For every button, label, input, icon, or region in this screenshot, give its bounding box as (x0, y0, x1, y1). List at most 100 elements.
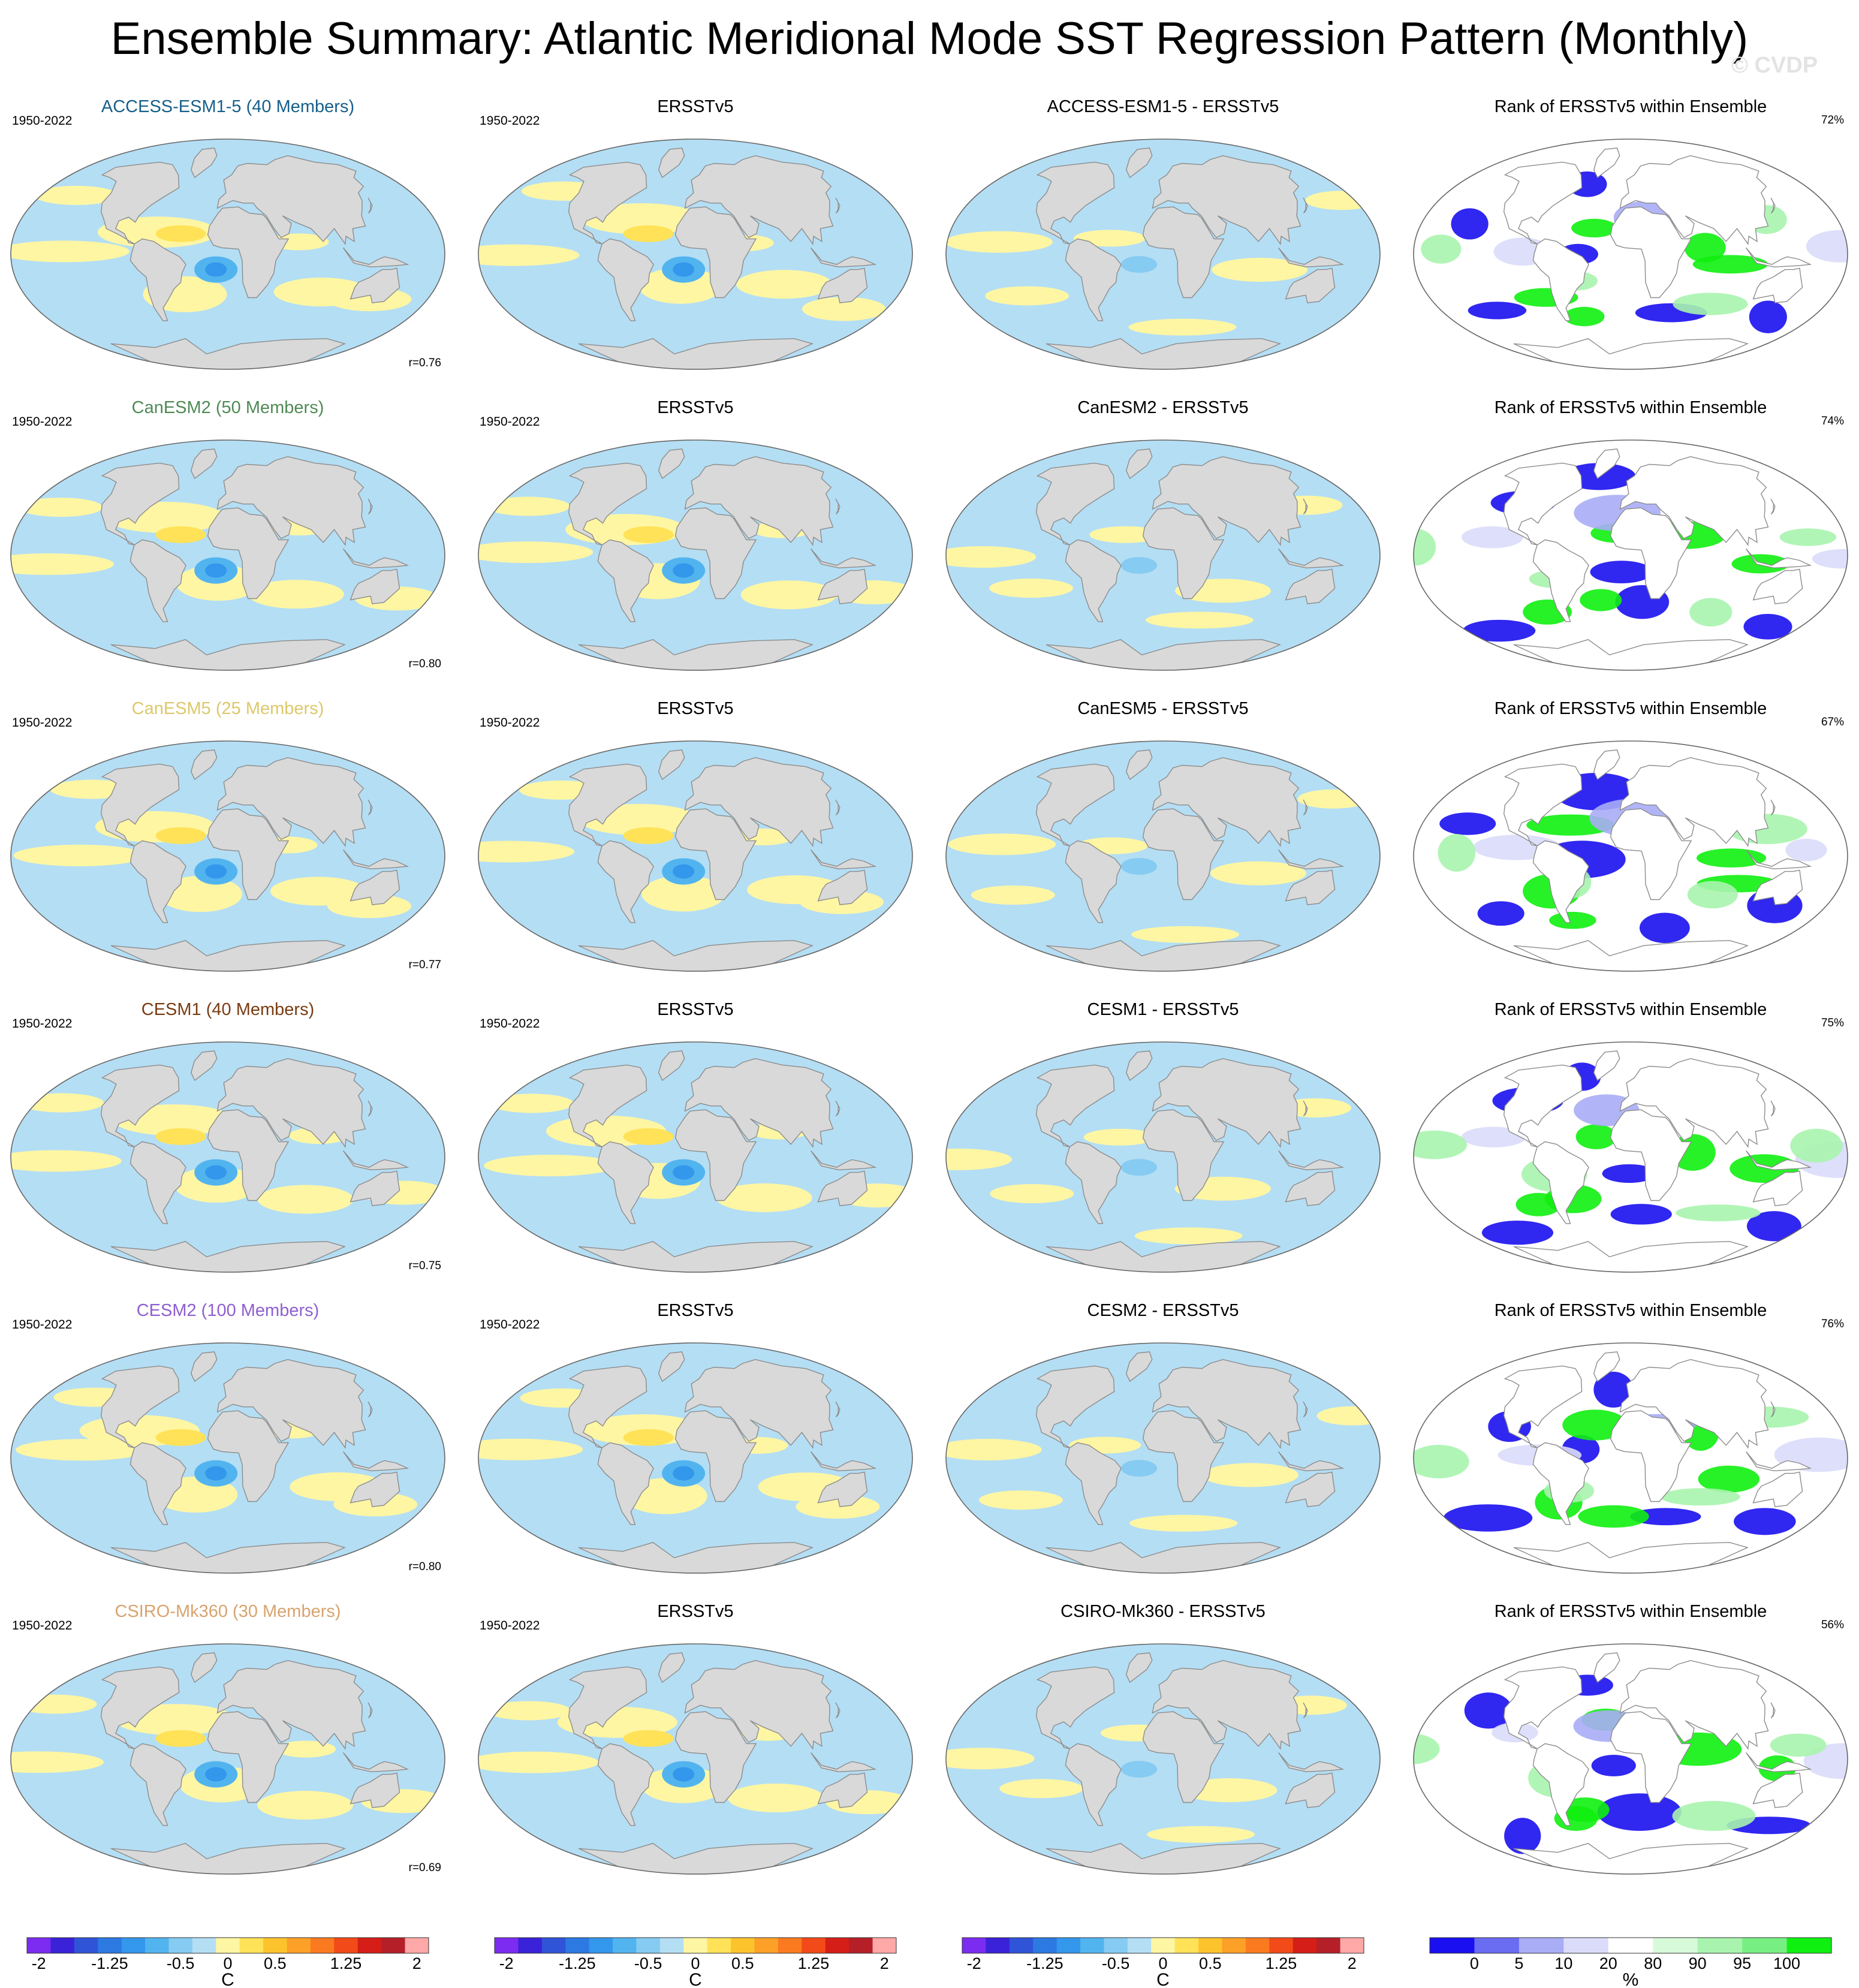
colorbar-tick-label: 1.25 (330, 1954, 362, 1972)
colorbar-tick-label: -2 (32, 1954, 46, 1972)
colorbar-swatch (802, 1938, 826, 1953)
colorbar-swatch (565, 1938, 590, 1953)
colorbar-swatch (1653, 1938, 1698, 1953)
pattern-correlation-label: r=0.75 (408, 1260, 441, 1272)
period-label: 1950-2022 (12, 716, 73, 730)
colorbar-tick-label: -2 (499, 1954, 514, 1972)
colorbar-swatch (825, 1938, 849, 1953)
obs-map (478, 1643, 913, 1875)
rank-map (1413, 1643, 1848, 1875)
colorbar-swatch (381, 1938, 406, 1953)
model-map-panel: CanESM5 (25 Members) 1950-2022 r=0.77 (6, 698, 450, 998)
colorbar-swatch (1033, 1938, 1057, 1953)
panel-title: ERSSTv5 (657, 699, 734, 718)
diff-map-panel: CESM1 - ERSSTv5 (941, 999, 1385, 1299)
panel-title: ACCESS-ESM1-5 (40 Members) (101, 97, 355, 116)
panel-title: ERSSTv5 (657, 1000, 734, 1019)
diff-map (945, 138, 1381, 370)
rank-map-panel: Rank of ERSSTv5 within Ensemble 56% (1409, 1601, 1852, 1900)
colorbar-swatch (1104, 1938, 1128, 1953)
colorbar-swatch (518, 1938, 543, 1953)
colorbar-tick-label: 2 (1348, 1954, 1357, 1972)
model-map-panel: CESM2 (100 Members) 1950-2022 r=0.80 (6, 1300, 450, 1600)
panel-title: CSIRO-Mk360 (30 Members) (115, 1602, 341, 1621)
period-label: 1950-2022 (12, 114, 73, 128)
colorbar-swatch (1269, 1938, 1294, 1953)
colorbar-tick-label: 90 (1689, 1954, 1707, 1972)
diff-map (945, 439, 1381, 671)
period-label: 1950-2022 (480, 1619, 540, 1632)
colorbar-tick-label: 2 (880, 1954, 889, 1972)
obs-map (478, 439, 913, 671)
panel-title: ERSSTv5 (657, 398, 734, 417)
colorbar-swatch (1608, 1938, 1653, 1953)
colorbar-swatch (1009, 1938, 1034, 1953)
obs-map-panel: ERSSTv5 1950-2022 (474, 698, 917, 998)
pattern-correlation-label: r=0.77 (408, 959, 441, 971)
model-map (10, 1643, 445, 1875)
model-map-panel: CSIRO-Mk360 (30 Members) 1950-2022 r=0.69 (6, 1601, 450, 1900)
colorbar-tick-label: 2 (412, 1954, 421, 1972)
colorbar-tick-label: 0 (1158, 1954, 1167, 1972)
diff-map-panel: CSIRO-Mk360 - ERSSTv5 (941, 1601, 1385, 1900)
colorbar-unit-label: % (1623, 1970, 1639, 1988)
period-label: 1950-2022 (12, 1619, 73, 1632)
colorbar-swatch (731, 1938, 755, 1953)
obs-map-panel: ERSSTv5 1950-2022 (474, 1300, 917, 1600)
diff-map-panel: ACCESS-ESM1-5 - ERSSTv5 (941, 96, 1385, 396)
model-map-panel: ACCESS-ESM1-5 (40 Members) 1950-2022 r=0.7… (6, 96, 450, 396)
colorbar-swatch (287, 1938, 311, 1953)
obs-map-panel: ERSSTv5 1950-2022 (474, 1601, 917, 1900)
colorbar-swatch (872, 1938, 897, 1953)
colorbar-tick-label: 95 (1733, 1954, 1751, 1972)
colorbar-tick-label: 0 (1470, 1954, 1479, 1972)
colorbar-swatch (589, 1938, 613, 1953)
period-label: 1950-2022 (480, 114, 540, 128)
panel-title: Rank of ERSSTv5 within Ensemble (1494, 699, 1767, 718)
colorbar-swatch (1222, 1938, 1246, 1953)
colorbar-tick-label: -2 (967, 1954, 981, 1972)
panel-title: CSIRO-Mk360 - ERSSTv5 (1060, 1602, 1266, 1621)
colorbar-swatch (310, 1938, 335, 1953)
colorbar-swatch (1786, 1938, 1832, 1953)
sst-colorbar: -2 -1.25 -0.5 0 0.5 1.25 2 C (474, 1936, 917, 1988)
obs-map-panel: ERSSTv5 1950-2022 (474, 96, 917, 396)
colorbar-tick-label: -1.25 (1026, 1954, 1063, 1972)
colorbar-tick-label: 1.25 (798, 1954, 830, 1972)
colorbar-swatch (74, 1938, 98, 1953)
colorbar-swatch (1080, 1938, 1104, 1953)
colorbar-tick-label: 1.25 (1266, 1954, 1297, 1972)
panel-title: ERSSTv5 (657, 1301, 734, 1320)
colorbar-unit-label: C (689, 1970, 702, 1988)
colorbar-swatch (1056, 1938, 1081, 1953)
rank-map (1413, 138, 1848, 370)
model-map (10, 439, 445, 671)
colorbar-swatch (754, 1938, 779, 1953)
colorbar-swatch (50, 1938, 75, 1953)
rank-percent-label: 67% (1821, 716, 1844, 728)
panel-title: CESM2 - ERSSTv5 (1087, 1301, 1239, 1320)
colorbar-swatch (986, 1938, 1010, 1953)
rank-map-panel: Rank of ERSSTv5 within Ensemble 67% (1409, 698, 1852, 998)
panel-title: CESM1 (40 Members) (141, 1000, 315, 1019)
colorbar-swatch (636, 1938, 661, 1953)
model-map (10, 740, 445, 972)
rank-percent-label: 75% (1821, 1017, 1844, 1029)
model-map (10, 138, 445, 370)
panel-title: CESM2 (100 Members) (136, 1301, 320, 1320)
colorbar-swatch (357, 1938, 382, 1953)
rank-map-panel: Rank of ERSSTv5 within Ensemble 76% (1409, 1300, 1852, 1600)
colorbar-swatch (1151, 1938, 1176, 1953)
diff-map (945, 740, 1381, 972)
colorbar-swatch (659, 1938, 684, 1953)
panel-title: CanESM5 (25 Members) (131, 699, 324, 718)
diff-map-panel: CanESM5 - ERSSTv5 (941, 698, 1385, 998)
colorbar-swatch (239, 1938, 264, 1953)
pattern-correlation-label: r=0.80 (408, 1561, 441, 1573)
colorbar-swatch (1174, 1938, 1199, 1953)
period-label: 1950-2022 (12, 1318, 73, 1332)
colorbar-swatch (1316, 1938, 1341, 1953)
panel-title: Rank of ERSSTv5 within Ensemble (1494, 398, 1767, 417)
rank-map-panel: Rank of ERSSTv5 within Ensemble 72% (1409, 96, 1852, 396)
colorbar-unit-label: C (1156, 1970, 1170, 1988)
